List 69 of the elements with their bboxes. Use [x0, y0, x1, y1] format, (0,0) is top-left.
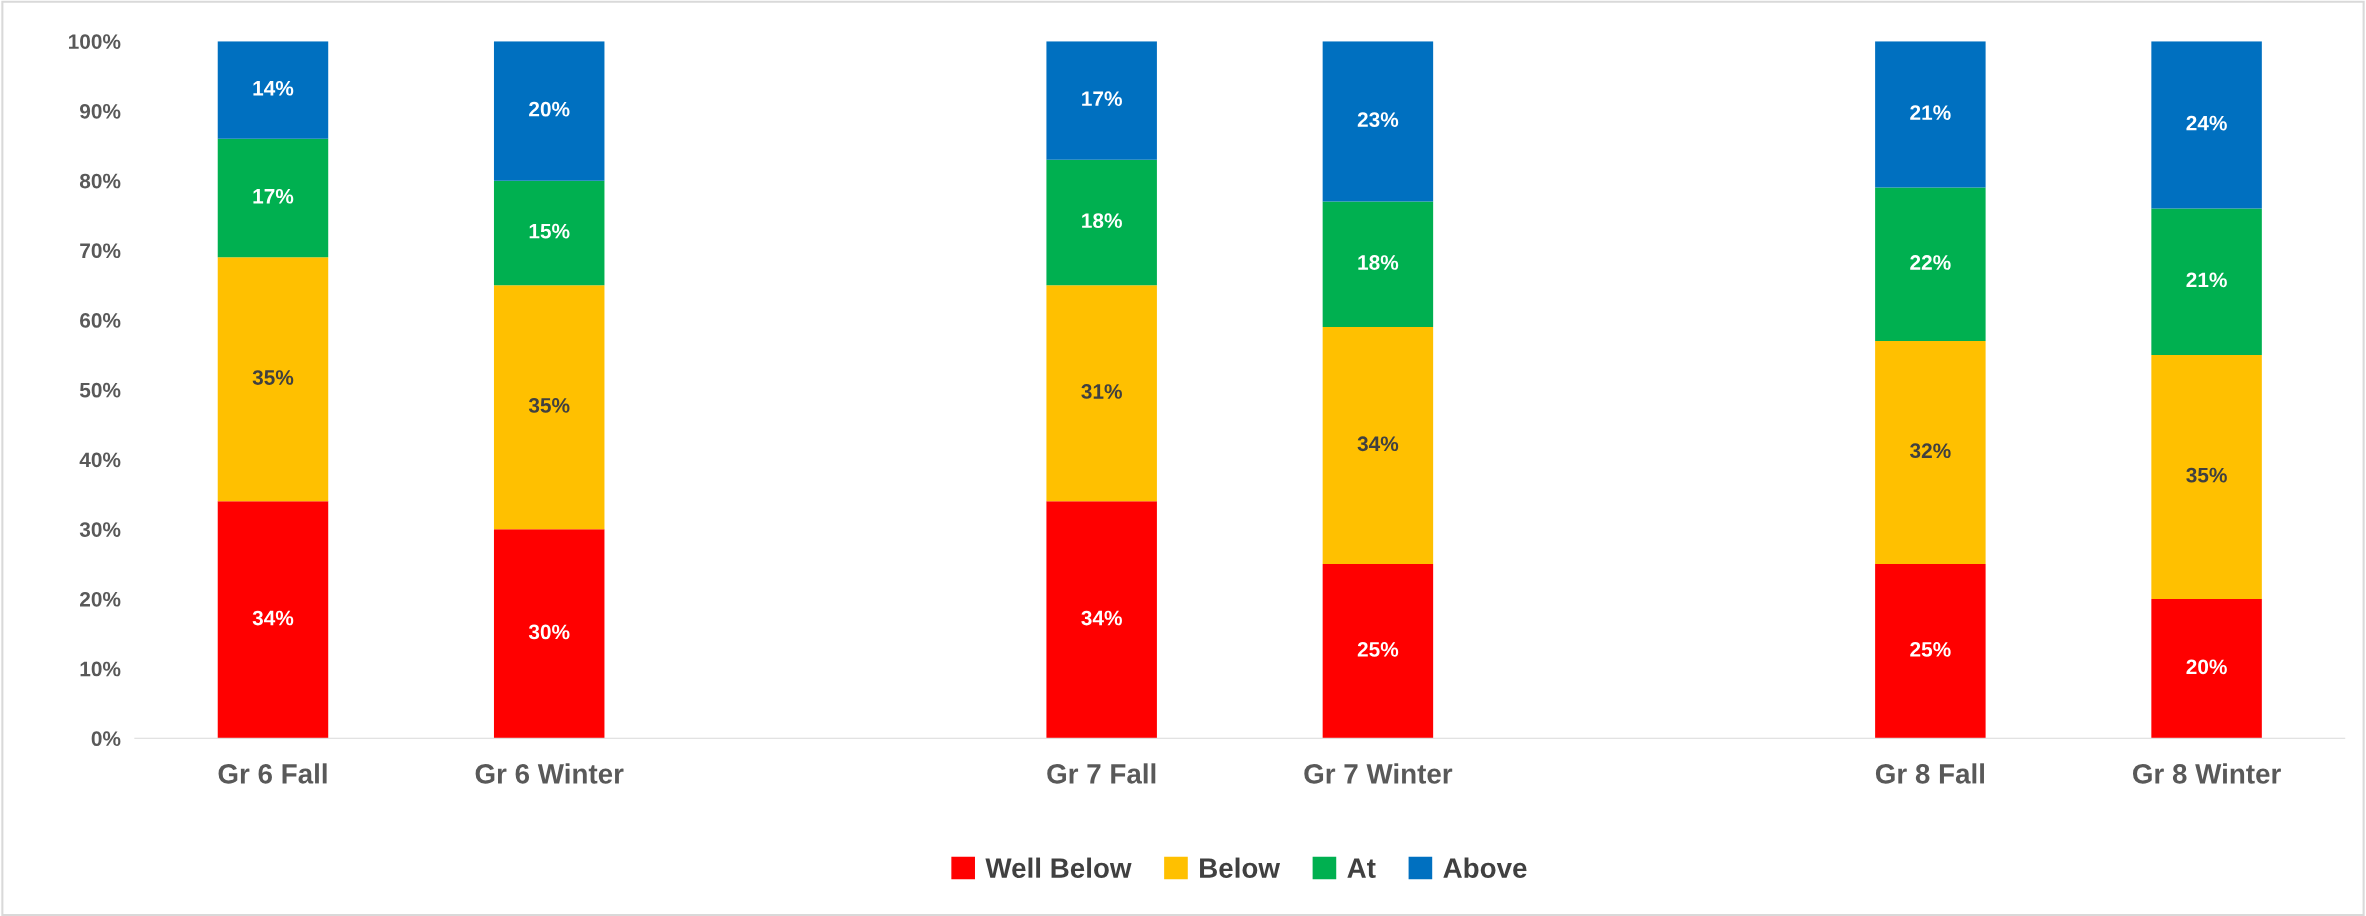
legend-label: Well Below — [985, 857, 1132, 878]
x-tick-label: Gr 7 Fall — [1047, 763, 1156, 784]
data-label: 34% — [1081, 610, 1122, 626]
y-tick-label: 90% — [80, 103, 121, 119]
bar — [2151, 598, 2262, 739]
bar — [1046, 41, 1157, 160]
y-tick-label: 50% — [79, 382, 121, 398]
bar — [1046, 285, 1157, 502]
data-label: 14% — [253, 80, 294, 96]
bar — [1875, 41, 1986, 188]
bar — [1322, 327, 1434, 565]
bar — [1322, 201, 1434, 328]
bar — [493, 285, 605, 530]
bar — [1046, 159, 1157, 286]
x-tick-label: Gr 8 Winter — [2133, 763, 2281, 784]
y-tick-label: 0% — [91, 731, 121, 747]
legend-label: Above — [1443, 857, 1527, 878]
data-label: 22% — [1910, 255, 1951, 270]
bar — [1875, 340, 1986, 565]
bar — [2151, 41, 2262, 209]
bar — [217, 138, 329, 258]
bar — [493, 529, 605, 739]
data-label: 17% — [253, 188, 294, 204]
bar — [217, 501, 329, 739]
data-label: 34% — [1357, 436, 1399, 452]
data-label: 18% — [1082, 213, 1122, 229]
data-label: 24% — [2186, 115, 2227, 131]
bar — [217, 257, 329, 502]
data-label: 35% — [2186, 467, 2227, 483]
bar — [217, 41, 329, 139]
y-tick-label: 40% — [79, 452, 121, 468]
data-label: 30% — [528, 624, 570, 640]
data-label: 32% — [1909, 443, 1951, 459]
data-label: 21% — [1910, 105, 1951, 120]
legend-label: At — [1347, 858, 1376, 878]
bar — [2151, 354, 2262, 599]
data-label: 18% — [1358, 255, 1399, 270]
data-label: 35% — [528, 398, 570, 413]
bar — [1875, 187, 1986, 341]
data-label: 25% — [1357, 642, 1399, 657]
bar — [1875, 564, 1986, 739]
data-label: 23% — [1357, 112, 1399, 128]
data-label: 20% — [2186, 659, 2227, 675]
data-label: 21% — [2186, 272, 2227, 288]
data-label: 17% — [1082, 91, 1122, 107]
x-tick-label: Gr 6 Fall — [218, 763, 327, 784]
x-tick-label: Gr 7 Winter — [1304, 763, 1453, 784]
y-tick-label: 80% — [79, 173, 121, 189]
y-tick-label: 70% — [80, 243, 121, 259]
bar — [1322, 564, 1434, 739]
y-tick-label: 10% — [80, 661, 121, 677]
data-label: 15% — [529, 223, 570, 239]
bar — [2151, 208, 2262, 355]
data-label: 35% — [252, 370, 294, 385]
bar — [493, 180, 605, 286]
x-tick-label: Gr 6 Winter — [475, 763, 624, 784]
data-label: 34% — [252, 610, 294, 626]
legend-label: Below — [1200, 857, 1281, 878]
bar — [1046, 501, 1157, 739]
y-tick-label: 30% — [79, 522, 121, 537]
data-label: 31% — [1081, 384, 1122, 399]
bar — [1322, 41, 1434, 202]
data-label: 25% — [1910, 642, 1951, 657]
bar — [493, 41, 605, 181]
y-tick-label: 20% — [80, 591, 121, 607]
data-label: 20% — [529, 101, 570, 117]
y-tick-label: 100% — [69, 34, 121, 49]
x-tick-label: Gr 8 Fall — [1875, 763, 1984, 784]
y-tick-label: 60% — [80, 313, 121, 328]
